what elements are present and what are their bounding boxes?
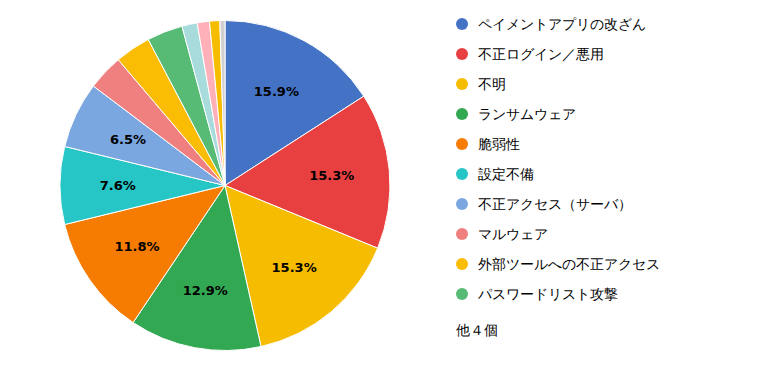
legend-marker	[456, 78, 468, 90]
legend-marker	[456, 48, 468, 60]
annotation: 他４個	[456, 322, 498, 338]
data-label: 15.9%	[254, 84, 299, 99]
legend-label: 外部ツールへの不正アクセス	[478, 256, 660, 272]
legend-marker	[456, 228, 468, 240]
legend-label: 不正アクセス（サーバ）	[478, 196, 632, 212]
legend-marker	[456, 258, 468, 270]
legend-label: ペイメントアプリの改ざん	[478, 16, 646, 32]
pie-slice	[220, 21, 225, 186]
legend-label: 不明	[478, 76, 506, 92]
legend-marker	[456, 108, 468, 120]
data-label: 15.3%	[272, 260, 317, 275]
legend-marker	[456, 168, 468, 180]
legend-marker	[456, 198, 468, 210]
data-label: 15.3%	[309, 168, 354, 183]
data-label: 12.9%	[183, 283, 228, 298]
data-label: 7.6%	[100, 178, 136, 193]
pie-slice	[209, 21, 225, 186]
legend: ペイメントアプリの改ざん不正ログイン／悪用不明ランサムウェア脆弱性設定不備不正ア…	[456, 16, 660, 338]
legend-marker	[456, 18, 468, 30]
legend-label: パスワードリスト攻撃	[477, 286, 618, 302]
data-labels: 15.9% 15.3% 15.3% 12.9% 11.8% 7.6% 6.5%	[100, 84, 355, 299]
chart: 15.9% 15.3% 15.3% 12.9% 11.8% 7.6% 6.5% ペイメントアプ…	[0, 0, 775, 371]
slices	[60, 21, 390, 351]
data-label: 6.5%	[110, 132, 146, 147]
data-label: 11.8%	[115, 239, 160, 254]
legend-label: 設定不備	[478, 166, 534, 182]
legend-marker	[456, 138, 468, 150]
legend-marker	[456, 288, 468, 300]
legend-label: マルウェア	[478, 226, 548, 242]
pie-slice	[197, 21, 225, 185]
legend-label: 不正ログイン／悪用	[478, 46, 604, 62]
background	[0, 0, 775, 371]
legend-label: 脆弱性	[478, 136, 520, 152]
legend-label: ランサムウェア	[478, 106, 576, 122]
